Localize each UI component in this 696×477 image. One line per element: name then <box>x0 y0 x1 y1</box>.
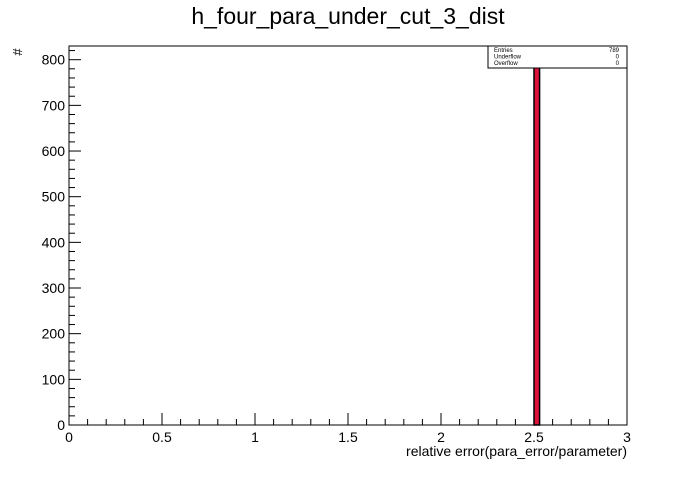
y-tick-label: 500 <box>42 189 66 205</box>
y-tick-label: 200 <box>42 326 66 342</box>
stats-value-overflow: 0 <box>616 61 620 67</box>
stats-value-underflow: 0 <box>616 55 620 61</box>
x-tick-label: 0.5 <box>152 429 172 445</box>
x-tick-label: 0 <box>65 429 73 445</box>
y-tick-label: 700 <box>42 97 66 113</box>
x-tick-label: 2.5 <box>524 429 544 445</box>
stats-box: Entries 789 Underflow 0 Overflow 0 <box>487 45 628 69</box>
plot-frame <box>68 45 628 426</box>
y-tick-label: 800 <box>42 52 66 68</box>
plot-area: 0 0.5 1 1.5 2 2.5 3 0 100 200 300 400 500 600 700 800 <box>42 45 631 445</box>
x-axis-label: relative error(para_error/parameter) <box>406 443 627 459</box>
y-tick-label: 0 <box>57 417 65 433</box>
stats-label-underflow: Underflow <box>494 55 522 61</box>
stats-label-entries: Entries <box>494 48 513 54</box>
stats-value-entries: 789 <box>609 48 620 54</box>
chart-title: h_four_para_under_cut_3_dist <box>191 3 505 29</box>
stats-rows: Entries 789 Underflow 0 Overflow 0 <box>494 48 620 67</box>
y-tick-label: 300 <box>42 280 66 296</box>
x-tick-label: 1.5 <box>338 429 358 445</box>
x-tick-label: 1 <box>251 429 259 445</box>
y-tick-label: 100 <box>42 371 66 387</box>
stats-box-frame <box>487 45 628 69</box>
x-tick-label: 2 <box>437 429 445 445</box>
y-tick-label: 400 <box>42 234 66 250</box>
x-tick-label: 3 <box>623 429 631 445</box>
y-axis: 0 100 200 300 400 500 600 700 800 <box>42 50 81 433</box>
stats-label-overflow: Overflow <box>494 61 518 67</box>
y-axis-label: # <box>10 48 25 56</box>
x-axis: 0 0.5 1 1.5 2 2.5 3 <box>65 413 631 445</box>
bars <box>533 63 541 426</box>
y-tick-label: 600 <box>42 143 66 159</box>
histogram-bar-0 <box>533 63 541 426</box>
